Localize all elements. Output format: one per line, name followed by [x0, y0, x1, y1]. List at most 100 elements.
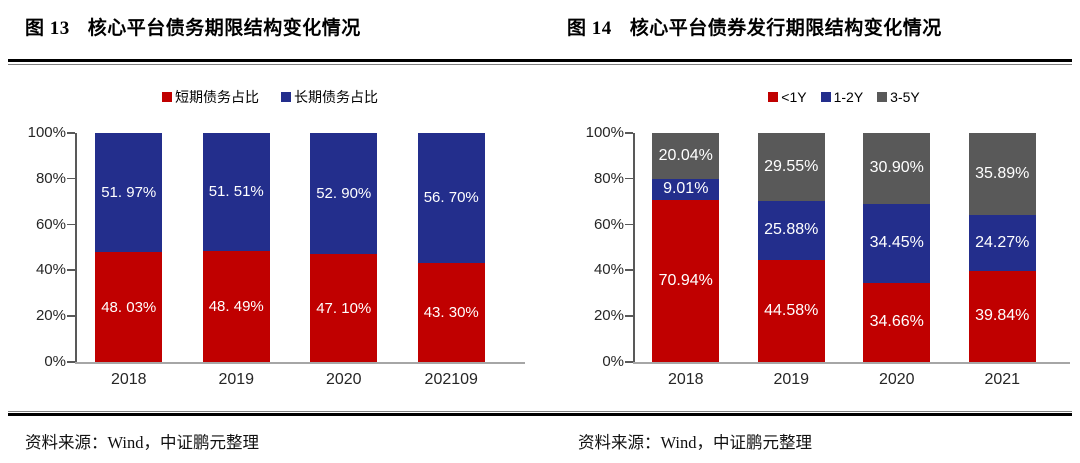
bar-group: 48. 49% 51. 51%	[183, 133, 291, 362]
bar-group: 70.94% 9.01% 20.04%	[633, 133, 739, 362]
bar-segment: 44.58%	[757, 259, 825, 362]
y-tick-mark	[67, 177, 75, 180]
bar-value-label: 47. 10%	[316, 299, 372, 317]
legend-item-label: <1Y	[781, 89, 807, 105]
y-tick-label: 0%	[44, 353, 66, 370]
legend-marker-icon	[877, 92, 888, 102]
source-note-left: 资料来源：Wind，中证鹏元整理	[25, 433, 259, 452]
legend-marker-icon	[162, 92, 172, 102]
stacked-bar: 39.84% 24.27% 35.89%	[968, 133, 1036, 362]
figure-14-number: 图 14	[567, 18, 612, 39]
y-tick-mark	[625, 361, 633, 363]
y-tick-label: 20%	[593, 307, 624, 325]
x-category-labels: 2018 2019 2020 2021	[633, 369, 1055, 391]
stacked-bar: 43. 30% 56. 70%	[417, 133, 485, 362]
y-tick-mark	[67, 315, 75, 317]
figure-13-title: 图 13 核心平台债务期限结构变化情况	[0, 0, 540, 59]
bar-value-label: 70.94%	[658, 271, 713, 289]
legend-item: 3-5Y	[877, 89, 920, 105]
y-tick-label: 80%	[35, 169, 66, 187]
bar-segment: 51. 51%	[202, 133, 270, 251]
y-tick-label: 100%	[585, 124, 624, 141]
y-axis-line	[633, 133, 635, 364]
stacked-bar: 48. 03% 51. 97%	[95, 133, 163, 362]
bar-value-label: 51. 51%	[208, 183, 264, 201]
bar-segment: 35.89%	[968, 133, 1036, 216]
stacked-bar: 70.94% 9.01% 20.04%	[652, 133, 720, 362]
x-category-label: 2021	[984, 371, 1021, 388]
bar-value-label: 48. 03%	[101, 298, 157, 316]
bar-group: 47. 10% 52. 90%	[290, 133, 398, 362]
x-category-label: 2019	[218, 371, 255, 388]
legend-item: 1-2Y	[820, 89, 864, 105]
bottom-divider-line	[8, 411, 1072, 420]
bar-value-label: 43. 30%	[423, 303, 479, 321]
bar-value-label: 44.58%	[764, 301, 819, 319]
bar-value-label: 35.89%	[975, 165, 1030, 183]
bars-area: 70.94% 9.01% 20.04% 44.58% 25.88% 29.55% 34.66…	[633, 133, 1055, 362]
y-tick-label: 40%	[35, 261, 66, 279]
source-note-right: 资料来源：Wind，中证鹏元整理	[578, 433, 812, 452]
stacked-bar: 44.58% 25.88% 29.55%	[757, 133, 825, 362]
figure-titles-row: 图 13 核心平台债务期限结构变化情况 图 14 核心平台债券发行期限结构变化情况	[0, 0, 1080, 59]
y-tick-mark	[625, 269, 633, 271]
bar-value-label: 29.55%	[764, 157, 819, 175]
stacked-bar: 47. 10% 52. 90%	[310, 133, 378, 362]
bar-value-label: 39.84%	[975, 307, 1030, 325]
bar-value-label: 48. 49%	[208, 297, 264, 315]
chart-debt-maturity-structure: 短期债务占比 长期债务占比 0% 20% 40% 60% 80% 100% 48. 03% 51.…	[0, 66, 540, 411]
bar-group: 39.84% 24.27% 35.89%	[950, 133, 1056, 362]
y-tick-label: 60%	[593, 215, 624, 233]
bar-value-label: 24.27%	[975, 233, 1030, 251]
y-tick-mark	[67, 361, 75, 363]
bar-value-label: 34.66%	[869, 313, 924, 331]
bar-value-label: 25.88%	[764, 221, 819, 239]
legend-item: <1Y	[768, 89, 807, 105]
legend-item-label: 1-2Y	[833, 89, 864, 105]
bar-segment: 30.90%	[863, 133, 931, 204]
x-axis-line	[75, 362, 525, 364]
x-category-label: 2018	[667, 371, 704, 388]
bar-segment: 43. 30%	[417, 262, 485, 362]
y-tick-label: 40%	[593, 261, 624, 279]
stacked-bar: 48. 49% 51. 51%	[202, 133, 270, 362]
x-category-label: 2020	[878, 371, 915, 388]
x-category-label: 2019	[773, 371, 810, 388]
bar-value-label: 56. 70%	[423, 189, 479, 207]
bar-segment: 56. 70%	[417, 133, 485, 263]
y-tick-label: 20%	[35, 307, 66, 325]
bar-segment: 48. 03%	[95, 252, 163, 362]
y-tick-label: 60%	[35, 215, 66, 233]
bar-segment: 39.84%	[968, 270, 1036, 362]
charts-row: 短期债务占比 长期债务占比 0% 20% 40% 60% 80% 100% 48. 03% 51.…	[0, 66, 1080, 411]
y-tick-mark	[625, 315, 633, 317]
figure-13-caption: 核心平台债务期限结构变化情况	[87, 18, 361, 39]
y-tick-mark	[67, 132, 75, 134]
legend-marker-icon	[281, 92, 291, 102]
top-divider-line	[8, 59, 1072, 70]
y-tick-mark	[625, 223, 633, 226]
y-tick-mark	[625, 132, 633, 134]
y-tick-mark	[67, 223, 75, 226]
x-category-labels: 2018 2019 2020 202109	[75, 369, 505, 391]
legend-marker-icon	[820, 92, 831, 102]
bar-segment: 24.27%	[968, 215, 1036, 271]
x-category-label: 2018	[110, 371, 147, 388]
legend-item: 长期债务占比	[281, 87, 378, 107]
bars-area: 48. 03% 51. 97% 48. 49% 51. 51% 47. 10% 52. 9…	[75, 133, 505, 362]
figure-14-title: 图 14 核心平台债券发行期限结构变化情况	[540, 0, 1080, 59]
bar-segment: 34.66%	[863, 282, 931, 362]
bar-value-label: 34.45%	[869, 234, 924, 252]
figure-13-number: 图 13	[25, 18, 70, 39]
y-axis-line	[75, 133, 77, 364]
legend: <1Y 1-2Y 3-5Y	[633, 88, 1055, 106]
x-axis-line	[633, 362, 1070, 364]
bar-group: 48. 03% 51. 97%	[75, 133, 183, 362]
bar-segment: 9.01%	[652, 178, 720, 200]
x-category-label: 2020	[325, 371, 362, 388]
legend-item: 短期债务占比	[162, 87, 259, 107]
legend-item-label: 3-5Y	[890, 89, 920, 105]
y-tick-mark	[67, 269, 75, 271]
bar-segment: 70.94%	[652, 199, 720, 362]
